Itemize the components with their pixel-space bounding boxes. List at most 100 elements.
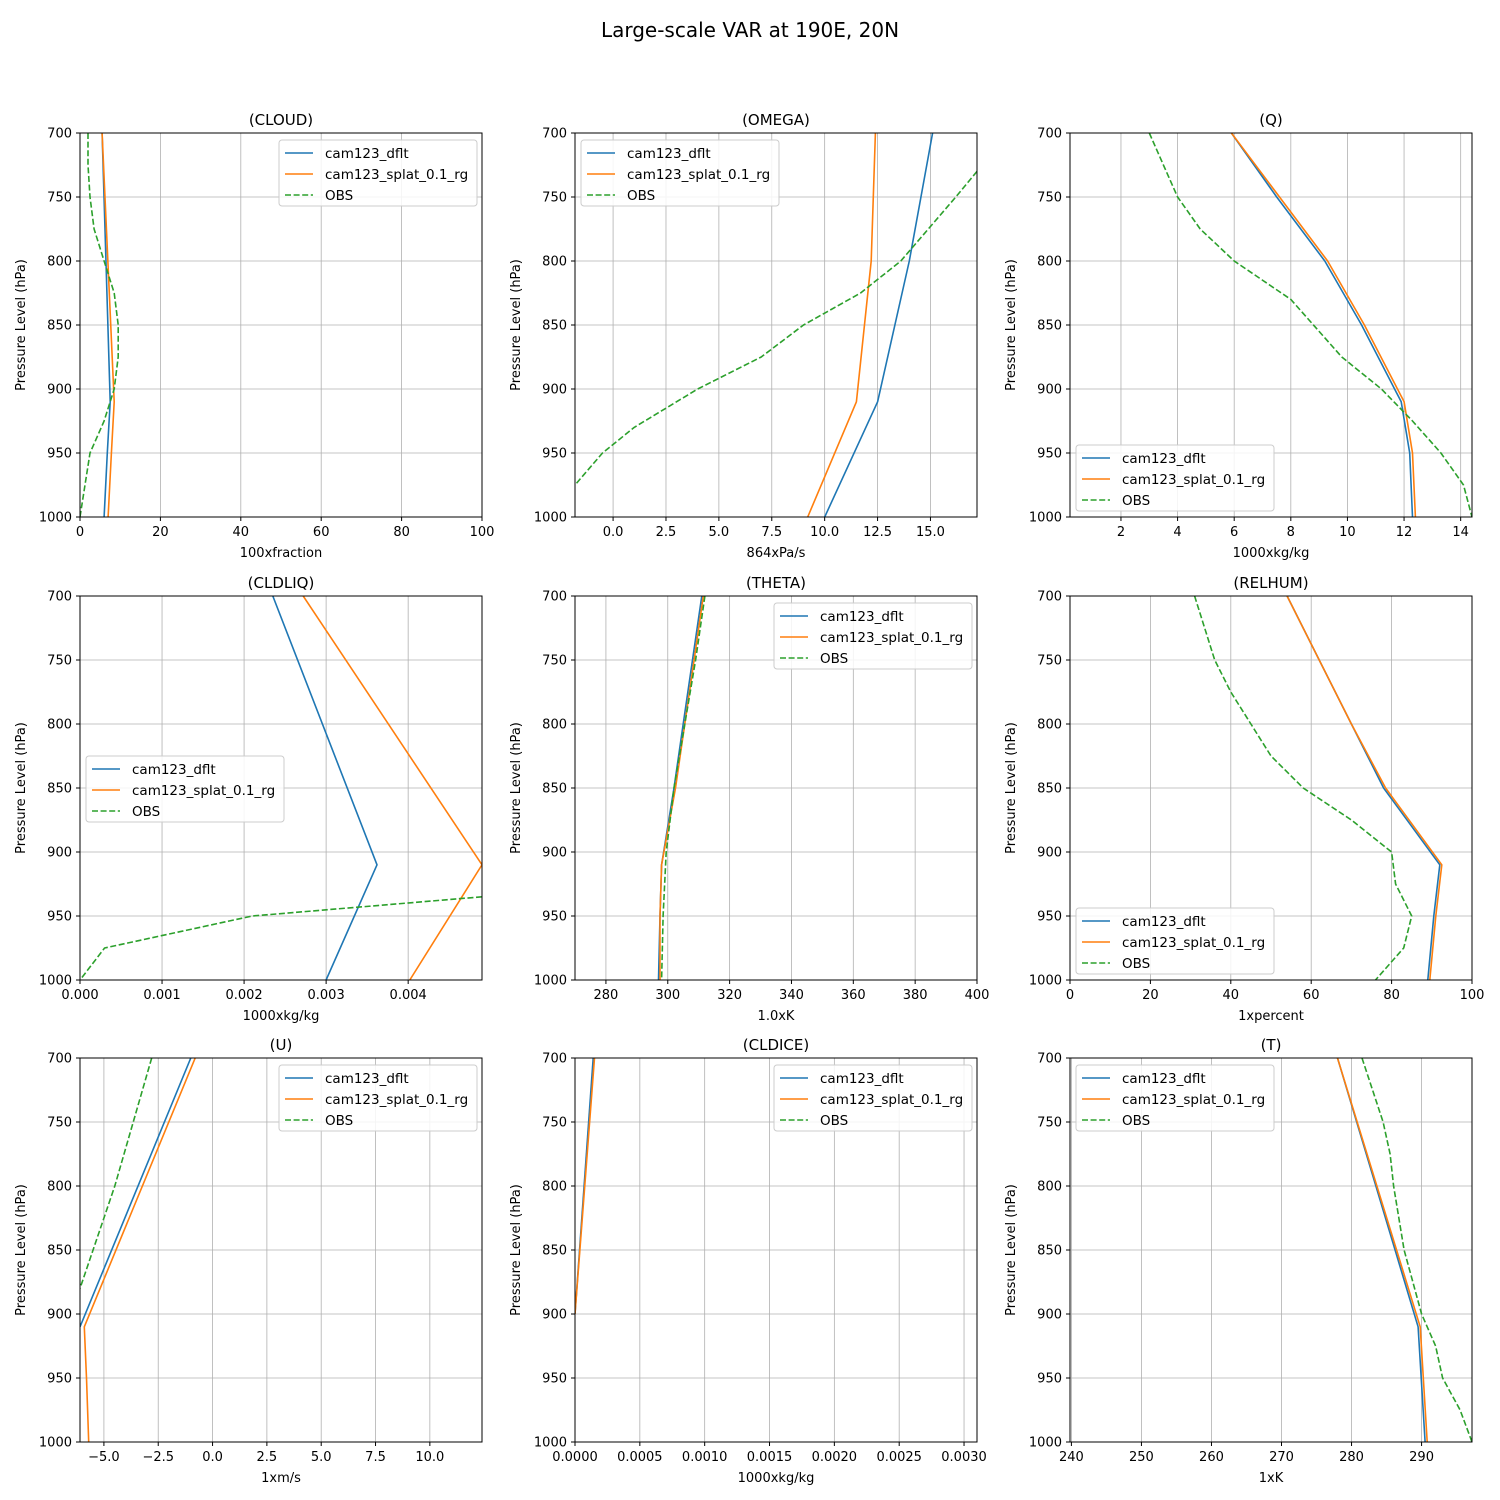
series-group <box>657 596 706 980</box>
legend: cam123_dflt cam123_splat_0.1_rg OBS <box>580 139 780 207</box>
series-group <box>575 133 977 517</box>
legend: cam123_dflt cam123_splat_0.1_rg OBS <box>278 139 478 207</box>
y-axis-label: Pressure Level (hPa) <box>509 722 524 854</box>
series-line-dflt <box>823 133 934 517</box>
legend-box <box>773 602 973 670</box>
y-tick-label: 800 <box>1037 1180 1062 1195</box>
series-line-obs <box>1193 596 1413 980</box>
series-line-dflt <box>80 1058 192 1328</box>
y-tick-label: 750 <box>542 191 567 206</box>
x-tick-label: 0.0005 <box>617 1450 663 1465</box>
x-tick-label: 380 <box>903 988 928 1003</box>
series-line-splat <box>806 133 877 517</box>
x-tick-label: 400 <box>965 988 990 1003</box>
y-tick-label: 950 <box>47 447 72 462</box>
x-tick-label: 270 <box>1269 1450 1294 1465</box>
legend-box <box>1075 444 1275 512</box>
legend-label: cam123_dflt <box>325 1071 409 1087</box>
x-tick-label: 0.0030 <box>941 1450 987 1465</box>
series-group <box>1193 596 1443 980</box>
legend: cam123_dflt cam123_splat_0.1_rg OBS <box>1075 907 1275 975</box>
legend-label: cam123_dflt <box>1122 1071 1206 1087</box>
series-group <box>80 133 119 517</box>
x-tick-label: 80 <box>393 525 410 540</box>
legend-label: OBS <box>1122 1113 1150 1129</box>
panel-title: (OMEGA) <box>742 111 810 129</box>
y-axis-label: Pressure Level (hPa) <box>1004 722 1019 854</box>
series-line-obs <box>80 1058 153 1289</box>
x-tick-label: 40 <box>233 525 250 540</box>
x-tick-label: 0.004 <box>390 988 427 1003</box>
chart-panel-4: 0.000 0.001 0.002 0.003 0.004 700 750 800 850 900… <box>14 574 483 1024</box>
legend: cam123_dflt cam123_splat_0.1_rg OBS <box>773 602 973 670</box>
legend-label: cam123_splat_0.1_rg <box>325 1092 468 1108</box>
y-tick-label: 700 <box>542 127 567 142</box>
y-tick-label: 900 <box>1037 846 1062 861</box>
legend-label: OBS <box>1122 493 1150 509</box>
legend-label: cam123_dflt <box>325 146 409 162</box>
y-tick-label: 950 <box>542 910 567 925</box>
legend-label: cam123_splat_0.1_rg <box>132 783 275 799</box>
y-tick-label: 1000 <box>1029 974 1062 989</box>
x-axis-label: 864xPa/s <box>747 546 806 561</box>
x-tick-label: 260 <box>1199 1450 1224 1465</box>
legend-label: cam123_splat_0.1_rg <box>1122 935 1265 951</box>
y-tick-label: 950 <box>47 910 72 925</box>
y-tick-label: 700 <box>542 590 567 605</box>
legend-label: OBS <box>627 188 655 204</box>
chart-panel-5: 280 300 320 340 360 380 400 700 750 800 850 900 950 1… <box>509 574 989 1024</box>
y-tick-label: 950 <box>47 1372 72 1387</box>
y-tick-label: 1000 <box>1029 1436 1062 1451</box>
figure-title: Large-scale VAR at 190E, 20N <box>601 18 899 42</box>
x-tick-label: 15.0 <box>916 525 945 540</box>
legend-label: cam123_dflt <box>1122 451 1206 467</box>
x-tick-label: 5.0 <box>709 525 730 540</box>
series-line-obs <box>575 170 977 486</box>
x-tick-label: 60 <box>313 525 330 540</box>
y-tick-label: 900 <box>1037 383 1062 398</box>
legend-label: cam123_splat_0.1_rg <box>1122 1092 1265 1108</box>
y-tick-label: 1000 <box>534 511 567 526</box>
x-tick-label: 0.000 <box>61 988 98 1003</box>
series-line-splat <box>302 596 482 980</box>
panel-title: (CLDLIQ) <box>248 574 315 592</box>
x-tick-label: 5.0 <box>311 1450 332 1465</box>
panel-title: (Q) <box>1259 111 1283 129</box>
x-tick-label: 0 <box>1066 988 1074 1003</box>
y-tick-label: 800 <box>542 1180 567 1195</box>
y-tick-label: 750 <box>1037 654 1062 669</box>
x-tick-label: 250 <box>1129 1450 1154 1465</box>
legend-label: cam123_splat_0.1_rg <box>820 1092 963 1108</box>
legend: cam123_dflt cam123_splat_0.1_rg OBS <box>1075 1064 1275 1132</box>
x-axis-label: 1xm/s <box>261 1471 301 1486</box>
x-tick-label: 80 <box>1383 988 1400 1003</box>
panel-title: (CLOUD) <box>249 111 313 129</box>
series-line-dflt <box>272 596 378 980</box>
y-tick-label: 1000 <box>39 974 72 989</box>
x-tick-label: 10 <box>1339 525 1356 540</box>
legend-label: cam123_dflt <box>1122 914 1206 930</box>
legend-label: OBS <box>132 804 160 820</box>
panel-title: (CLDICE) <box>743 1036 809 1054</box>
x-tick-label: 0.001 <box>143 988 180 1003</box>
legend-box <box>773 1064 973 1132</box>
y-tick-label: 700 <box>1037 127 1062 142</box>
y-tick-label: 900 <box>542 1308 567 1323</box>
legend: cam123_dflt cam123_splat_0.1_rg OBS <box>85 755 285 823</box>
y-axis-label: Pressure Level (hPa) <box>14 1184 29 1316</box>
series-line-splat <box>1336 1058 1428 1442</box>
y-tick-label: 1000 <box>534 974 567 989</box>
y-axis-label: Pressure Level (hPa) <box>1004 1184 1019 1316</box>
y-tick-label: 850 <box>47 782 72 797</box>
y-tick-label: 700 <box>47 127 72 142</box>
x-tick-label: 7.5 <box>761 525 782 540</box>
y-axis-label: Pressure Level (hPa) <box>14 259 29 391</box>
x-tick-label: 0.0015 <box>747 1450 793 1465</box>
y-tick-label: 900 <box>542 846 567 861</box>
legend-box <box>580 139 780 207</box>
y-tick-label: 750 <box>1037 191 1062 206</box>
x-tick-label: 100 <box>1460 988 1485 1003</box>
series-line-obs <box>80 896 482 980</box>
y-tick-label: 850 <box>47 319 72 334</box>
